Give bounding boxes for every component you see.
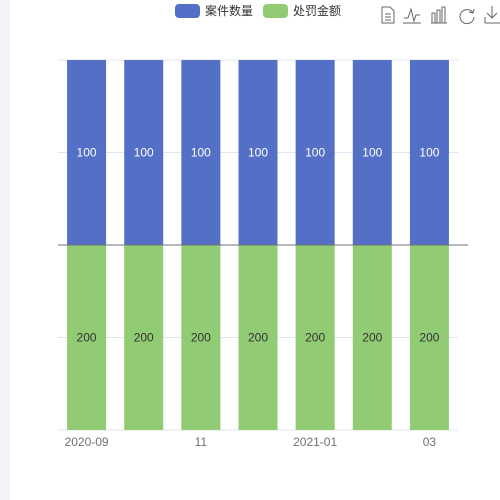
toolbox <box>381 6 500 25</box>
bar-label-series-2: 200 <box>419 331 439 345</box>
bar-label-series-2: 200 <box>77 331 97 345</box>
bar-label-series-1: 100 <box>362 146 382 160</box>
legend: 案件数量 处罚金额 <box>175 3 341 18</box>
bar-series-1[interactable] <box>409 60 449 245</box>
bar-series-2[interactable] <box>238 245 278 430</box>
bar-series-1[interactable] <box>181 60 221 245</box>
bar-series-1[interactable] <box>352 60 392 245</box>
bar-series-2[interactable] <box>124 245 164 430</box>
bar-series-2[interactable] <box>295 245 335 430</box>
bar-series-1[interactable] <box>67 60 107 245</box>
bar-label-series-2: 200 <box>134 331 154 345</box>
bar-label-series-1: 100 <box>305 146 325 160</box>
bar-labels: 100 200 100 200 100 200 100 200 100 200 100 200 100 2… <box>77 146 440 345</box>
x-tick-label: 2021-01 <box>293 435 337 449</box>
bar-series-2[interactable] <box>181 245 221 430</box>
legend-item-series-1[interactable]: 案件数量 <box>175 3 253 18</box>
bar-label-series-2: 200 <box>305 331 325 345</box>
x-tick-label: 11 <box>195 435 208 449</box>
x-axis: 2020-09 11 2021-01 03 <box>58 244 468 449</box>
bar-series-2[interactable] <box>67 245 107 430</box>
save-image-icon[interactable] <box>484 6 500 24</box>
bar-label-series-1: 100 <box>134 146 154 160</box>
line-chart-icon[interactable] <box>403 7 421 24</box>
bar-label-series-1: 100 <box>191 146 211 160</box>
bar-label-series-1: 100 <box>419 146 439 160</box>
bar-label-series-1: 100 <box>248 146 268 160</box>
legend-label-series-2: 处罚金额 <box>293 3 341 18</box>
bar-series-1[interactable] <box>124 60 164 245</box>
bar-series-2[interactable] <box>409 245 449 430</box>
x-tick-label: 03 <box>423 435 437 449</box>
bar-label-series-2: 200 <box>191 331 211 345</box>
x-tick-label: 2020-09 <box>65 435 109 449</box>
restore-icon[interactable] <box>459 8 475 25</box>
bar-series-1[interactable] <box>238 60 278 245</box>
legend-label-series-1: 案件数量 <box>205 3 253 18</box>
bar-label-series-1: 100 <box>77 146 97 160</box>
chart-panel: 案件数量 处罚金额 <box>10 0 500 500</box>
legend-swatch-series-2 <box>263 4 288 18</box>
stacked-bar-chart: 案件数量 处罚金额 <box>58 3 500 449</box>
data-view-icon[interactable] <box>381 6 395 24</box>
legend-item-series-2[interactable]: 处罚金额 <box>263 3 341 18</box>
legend-swatch-series-1 <box>175 4 200 18</box>
bars <box>67 60 449 430</box>
bar-label-series-2: 200 <box>248 331 268 345</box>
bar-series-2[interactable] <box>352 245 392 430</box>
bar-chart-icon[interactable] <box>431 6 447 24</box>
bar-label-series-2: 200 <box>362 331 382 345</box>
bar-series-1[interactable] <box>295 60 335 245</box>
